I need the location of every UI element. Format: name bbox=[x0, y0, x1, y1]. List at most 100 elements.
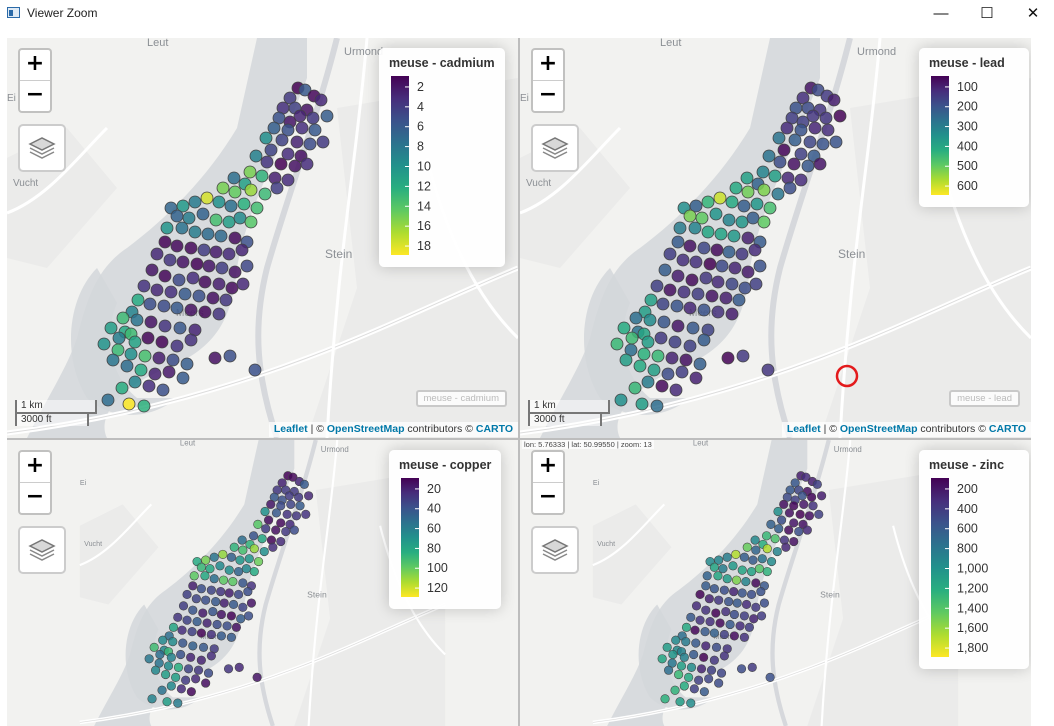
sample-marker[interactable] bbox=[238, 545, 248, 555]
sample-marker[interactable] bbox=[761, 531, 772, 541]
sample-marker[interactable] bbox=[669, 383, 683, 397]
sample-marker[interactable] bbox=[196, 584, 206, 594]
close-button[interactable]: ✕ bbox=[1026, 5, 1040, 22]
sample-marker[interactable] bbox=[763, 201, 777, 215]
sample-marker[interactable] bbox=[808, 121, 822, 135]
sample-marker[interactable] bbox=[316, 135, 330, 149]
sample-marker[interactable] bbox=[812, 479, 822, 489]
sample-marker[interactable] bbox=[170, 209, 184, 223]
sample-marker[interactable] bbox=[166, 353, 180, 367]
sample-marker[interactable] bbox=[134, 363, 148, 377]
sample-marker[interactable] bbox=[264, 515, 274, 525]
leaflet-link[interactable]: Leaflet bbox=[786, 423, 821, 435]
sample-marker[interactable] bbox=[163, 253, 177, 267]
sample-marker[interactable] bbox=[817, 491, 827, 501]
sample-marker[interactable] bbox=[240, 259, 254, 273]
sample-marker[interactable] bbox=[744, 622, 754, 632]
sample-marker[interactable] bbox=[101, 393, 115, 407]
sample-marker[interactable] bbox=[756, 165, 770, 179]
sample-marker[interactable] bbox=[665, 351, 679, 365]
sample-marker[interactable] bbox=[281, 526, 291, 537]
sample-marker[interactable] bbox=[180, 357, 194, 371]
sample-marker[interactable] bbox=[789, 536, 799, 547]
sample-marker[interactable] bbox=[249, 566, 259, 577]
sample-marker[interactable] bbox=[738, 281, 752, 295]
sample-marker[interactable] bbox=[670, 299, 684, 313]
sample-marker[interactable] bbox=[770, 534, 780, 544]
sample-marker[interactable] bbox=[228, 576, 238, 587]
sample-marker[interactable] bbox=[188, 605, 198, 615]
sample-marker[interactable] bbox=[151, 665, 161, 675]
sample-marker[interactable] bbox=[711, 608, 721, 618]
sample-marker[interactable] bbox=[728, 261, 742, 275]
sample-marker[interactable] bbox=[259, 546, 269, 557]
sample-marker[interactable] bbox=[729, 181, 743, 195]
sample-marker[interactable] bbox=[260, 155, 274, 169]
sample-marker[interactable] bbox=[737, 199, 751, 213]
sample-marker[interactable] bbox=[275, 133, 289, 147]
sample-marker[interactable] bbox=[176, 371, 190, 385]
sample-marker[interactable] bbox=[676, 661, 687, 671]
sample-marker[interactable] bbox=[166, 652, 176, 662]
zoom-out-button[interactable]: − bbox=[25, 484, 45, 509]
sample-marker[interactable] bbox=[671, 269, 685, 283]
sample-marker[interactable] bbox=[196, 628, 206, 638]
zoom-out-button[interactable]: − bbox=[25, 82, 45, 107]
sample-marker[interactable] bbox=[722, 245, 736, 259]
sample-marker[interactable] bbox=[737, 565, 747, 575]
sample-marker[interactable] bbox=[777, 143, 791, 157]
sample-marker[interactable] bbox=[725, 277, 739, 291]
sample-marker[interactable] bbox=[209, 574, 219, 584]
sample-marker[interactable] bbox=[237, 197, 251, 211]
leaflet-link[interactable]: Leaflet bbox=[273, 423, 308, 435]
sample-marker[interactable] bbox=[219, 293, 233, 307]
sample-marker[interactable] bbox=[746, 589, 757, 600]
sample-marker[interactable] bbox=[212, 195, 226, 209]
sample-marker[interactable] bbox=[172, 273, 186, 287]
sample-marker[interactable] bbox=[785, 111, 799, 125]
sample-marker[interactable] bbox=[714, 227, 728, 241]
sample-marker[interactable] bbox=[164, 285, 178, 299]
sample-marker[interactable] bbox=[750, 535, 760, 545]
sample-marker[interactable] bbox=[801, 159, 815, 173]
sample-marker[interactable] bbox=[719, 629, 729, 640]
sample-marker[interactable] bbox=[148, 367, 162, 381]
sample-marker[interactable] bbox=[762, 544, 772, 554]
sample-marker[interactable] bbox=[673, 221, 687, 235]
sample-marker[interactable] bbox=[243, 587, 253, 597]
sample-marker[interactable] bbox=[789, 518, 799, 528]
sample-marker[interactable] bbox=[288, 472, 298, 482]
sample-marker[interactable] bbox=[715, 259, 729, 273]
sample-marker[interactable] bbox=[722, 552, 732, 562]
sample-marker[interactable] bbox=[691, 287, 705, 301]
sample-marker[interactable] bbox=[711, 275, 725, 289]
sample-marker[interactable] bbox=[175, 221, 189, 235]
sample-marker[interactable] bbox=[625, 331, 639, 345]
sample-marker[interactable] bbox=[237, 535, 247, 545]
sample-marker[interactable] bbox=[617, 321, 631, 335]
sample-marker[interactable] bbox=[683, 209, 697, 223]
sample-marker[interactable] bbox=[716, 668, 727, 678]
sample-marker[interactable] bbox=[233, 566, 244, 577]
sample-marker[interactable] bbox=[184, 303, 198, 317]
sample-marker[interactable] bbox=[695, 211, 709, 225]
sample-marker[interactable] bbox=[701, 641, 711, 651]
sample-marker[interactable] bbox=[681, 622, 692, 632]
sample-marker[interactable] bbox=[624, 343, 638, 357]
sample-marker[interactable] bbox=[226, 632, 236, 642]
sample-marker[interactable] bbox=[219, 598, 229, 608]
sample-marker[interactable] bbox=[741, 576, 751, 587]
sample-marker[interactable] bbox=[266, 499, 276, 509]
sample-marker[interactable] bbox=[619, 353, 633, 367]
sample-marker[interactable] bbox=[137, 399, 151, 413]
sample-marker[interactable] bbox=[244, 554, 254, 564]
sample-marker[interactable] bbox=[236, 277, 250, 291]
sample-marker[interactable] bbox=[223, 349, 237, 363]
sample-marker[interactable] bbox=[122, 397, 136, 411]
sample-marker[interactable] bbox=[693, 357, 707, 371]
sample-marker[interactable] bbox=[709, 562, 719, 572]
zoom-in-button[interactable]: + bbox=[533, 452, 563, 483]
map-panel-1[interactable]: LeutUrmondSteinVuchtMeersEi+−meuse - cad… bbox=[7, 38, 518, 438]
sample-marker[interactable] bbox=[222, 621, 232, 631]
sample-marker[interactable] bbox=[719, 651, 729, 661]
